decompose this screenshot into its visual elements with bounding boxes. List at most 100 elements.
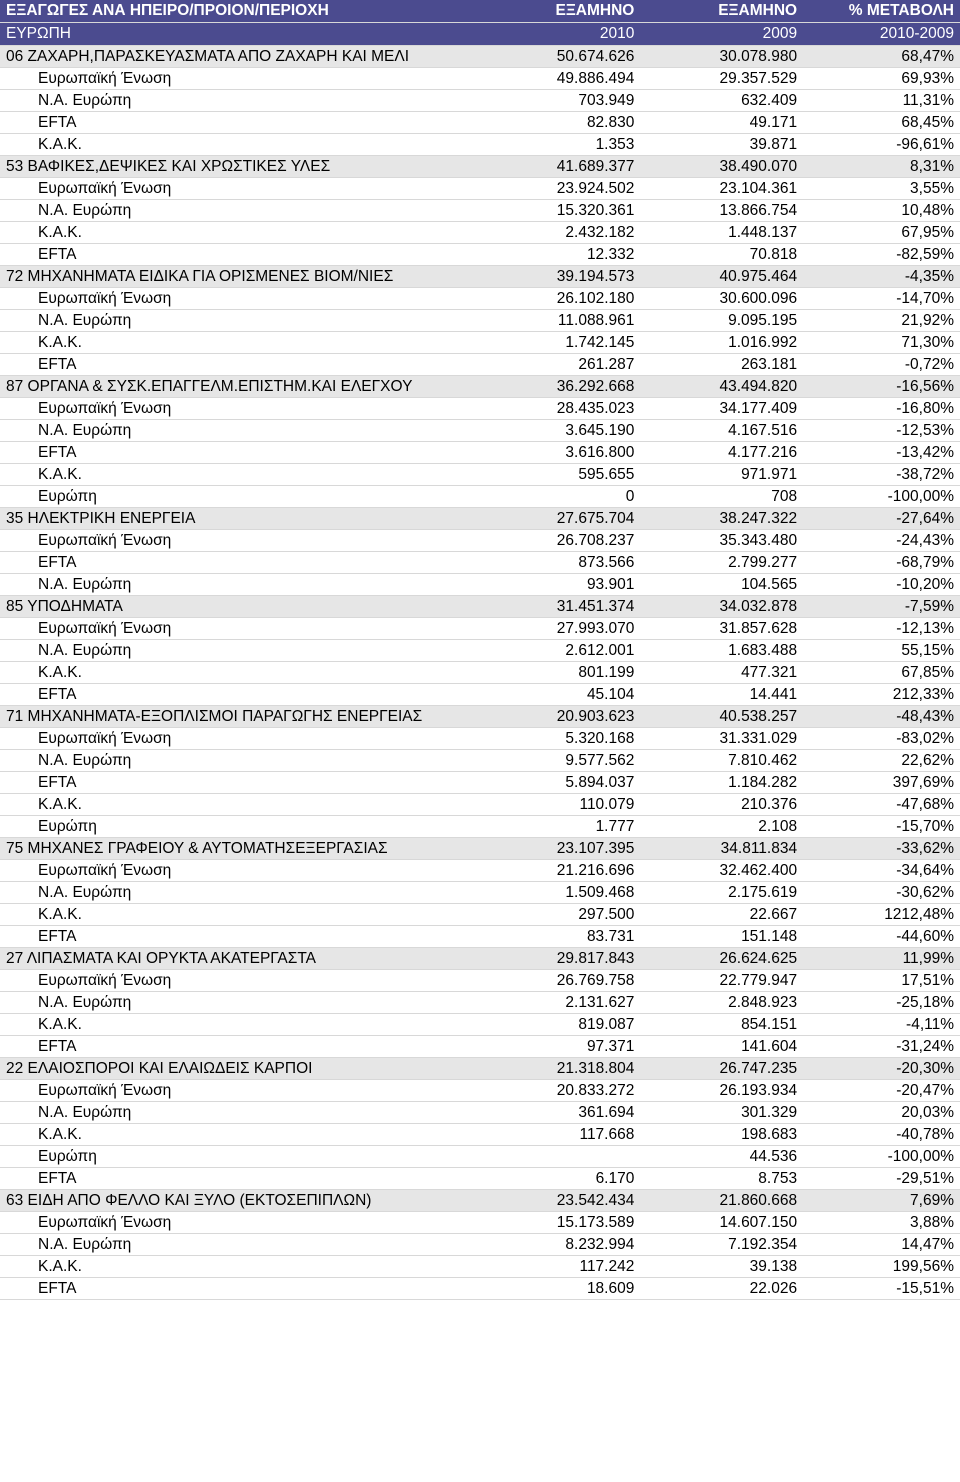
percent-change: 21,92% <box>803 310 960 332</box>
subregion-row: Κ.Α.Κ.117.668198.683-40,78% <box>0 1124 960 1146</box>
value-2010: 2.612.001 <box>478 640 641 662</box>
subregion-label: Ευρωπαϊκή Ένωση <box>0 530 478 552</box>
value-2009: 971.971 <box>640 464 803 486</box>
value-2009: 8.753 <box>640 1168 803 1190</box>
percent-change: 397,69% <box>803 772 960 794</box>
value-2010: 0 <box>478 486 641 508</box>
subregion-label: Κ.Α.Κ. <box>0 222 478 244</box>
percent-change: 11,99% <box>803 948 960 970</box>
percent-change: -100,00% <box>803 1146 960 1168</box>
percent-change: -20,30% <box>803 1058 960 1080</box>
table-header-row: ΕΞΑΓΩΓΕΣ ΑΝΑ ΗΠΕΙΡΟ/ΠΡΟΙΟΝ/ΠΕΡΙΟΧΗΕΞΑΜΗΝ… <box>0 0 960 23</box>
subregion-row: Κ.Α.Κ.1.35339.871-96,61% <box>0 134 960 156</box>
value-2009: 44.536 <box>640 1146 803 1168</box>
value-2009: 26.747.235 <box>640 1058 803 1080</box>
category-label: 06 ΖΑΧΑΡΗ,ΠΑΡΑΣΚΕΥΑΣΜΑΤΑ ΑΠΟ ΖΑΧΑΡΗ ΚΑΙ … <box>0 46 478 68</box>
category-label: 71 ΜΗΧΑΝΗΜΑΤΑ-ΕΞΟΠΛΙΣΜΟΙ ΠΑΡΑΓΩΓΗΣ ΕΝΕΡΓ… <box>0 706 478 728</box>
value-2009: 38.490.070 <box>640 156 803 178</box>
subregion-row: Ευρωπαϊκή Ένωση28.435.02334.177.409-16,8… <box>0 398 960 420</box>
header-col3: % ΜΕΤΑΒΟΛΗ <box>803 0 960 23</box>
subregion-label: Ευρωπαϊκή Ένωση <box>0 1212 478 1234</box>
value-2010: 97.371 <box>478 1036 641 1058</box>
value-2010: 50.674.626 <box>478 46 641 68</box>
subregion-label: EFTA <box>0 1168 478 1190</box>
value-2010: 9.577.562 <box>478 750 641 772</box>
subregion-row: Ευρώπη1.7772.108-15,70% <box>0 816 960 838</box>
subregion-row: Ευρωπαϊκή Ένωση20.833.27226.193.934-20,4… <box>0 1080 960 1102</box>
percent-change: -40,78% <box>803 1124 960 1146</box>
value-2010: 23.924.502 <box>478 178 641 200</box>
percent-change: -31,24% <box>803 1036 960 1058</box>
subregion-label: Ευρώπη <box>0 1146 478 1168</box>
value-2009: 30.078.980 <box>640 46 803 68</box>
value-2009: 29.357.529 <box>640 68 803 90</box>
percent-change: -47,68% <box>803 794 960 816</box>
subregion-label: EFTA <box>0 552 478 574</box>
value-2009: 477.321 <box>640 662 803 684</box>
subregion-row: Κ.Α.Κ.297.50022.6671212,48% <box>0 904 960 926</box>
percent-change: -68,79% <box>803 552 960 574</box>
category-row: 85 ΥΠΟΔΗΜΑΤΑ31.451.37434.032.878-7,59% <box>0 596 960 618</box>
percent-change: 68,45% <box>803 112 960 134</box>
category-row: 22 ΕΛΑΙΟΣΠΟΡΟΙ ΚΑΙ ΕΛΑΙΩΔΕΙΣ ΚΑΡΠΟΙ21.31… <box>0 1058 960 1080</box>
percent-change: 7,69% <box>803 1190 960 1212</box>
value-2010: 29.817.843 <box>478 948 641 970</box>
subregion-label: Ν.Α. Ευρώπη <box>0 90 478 112</box>
percent-change: -29,51% <box>803 1168 960 1190</box>
subregion-row: Ευρωπαϊκή Ένωση23.924.50223.104.3613,55% <box>0 178 960 200</box>
value-2010: 83.731 <box>478 926 641 948</box>
value-2009: 4.177.216 <box>640 442 803 464</box>
category-label: 87 ΟΡΓΑΝΑ & ΣΥΣΚ.ΕΠΑΓΓΕΛΜ.ΕΠΙΣΤΗΜ.ΚΑΙ ΕΛ… <box>0 376 478 398</box>
subregion-label: Ν.Α. Ευρώπη <box>0 750 478 772</box>
value-2009: 632.409 <box>640 90 803 112</box>
value-2009: 1.683.488 <box>640 640 803 662</box>
value-2010: 117.668 <box>478 1124 641 1146</box>
category-row: 72 ΜΗΧΑΝΗΜΑΤΑ ΕΙΔΙΚΑ ΓΙΑ ΟΡΙΣΜΕΝΕΣ ΒΙΟΜ/… <box>0 266 960 288</box>
value-2010: 117.242 <box>478 1256 641 1278</box>
percent-change: -13,42% <box>803 442 960 464</box>
subregion-label: Κ.Α.Κ. <box>0 662 478 684</box>
value-2010: 28.435.023 <box>478 398 641 420</box>
subregion-label: Ευρωπαϊκή Ένωση <box>0 288 478 310</box>
value-2010: 5.320.168 <box>478 728 641 750</box>
value-2009: 13.866.754 <box>640 200 803 222</box>
subregion-label: EFTA <box>0 772 478 794</box>
subregion-label: Ν.Α. Ευρώπη <box>0 420 478 442</box>
value-2009: 26.624.625 <box>640 948 803 970</box>
value-2010: 36.292.668 <box>478 376 641 398</box>
percent-change: 68,47% <box>803 46 960 68</box>
subregion-label: Κ.Α.Κ. <box>0 904 478 926</box>
value-2010: 41.689.377 <box>478 156 641 178</box>
subregion-label: Ευρωπαϊκή Ένωση <box>0 178 478 200</box>
subregion-label: Ν.Α. Ευρώπη <box>0 640 478 662</box>
subregion-row: Ευρώπη0708-100,00% <box>0 486 960 508</box>
subregion-row: Ευρωπαϊκή Ένωση21.216.69632.462.400-34,6… <box>0 860 960 882</box>
category-row: 35 ΗΛΕΚΤΡΙΚΗ ΕΝΕΡΓΕΙΑ27.675.70438.247.32… <box>0 508 960 530</box>
value-2010: 8.232.994 <box>478 1234 641 1256</box>
subregion-row: EFTA97.371141.604-31,24% <box>0 1036 960 1058</box>
value-2010: 26.102.180 <box>478 288 641 310</box>
subregion-row: EFTA12.33270.818-82,59% <box>0 244 960 266</box>
value-2009: 210.376 <box>640 794 803 816</box>
value-2009: 22.779.947 <box>640 970 803 992</box>
value-2009: 2.175.619 <box>640 882 803 904</box>
percent-change: 3,55% <box>803 178 960 200</box>
percent-change: -48,43% <box>803 706 960 728</box>
subregion-label: EFTA <box>0 1278 478 1300</box>
subregion-row: Κ.Α.Κ.117.24239.138199,56% <box>0 1256 960 1278</box>
percent-change: 67,85% <box>803 662 960 684</box>
subregion-label: EFTA <box>0 112 478 134</box>
percent-change: -12,13% <box>803 618 960 640</box>
percent-change: 20,03% <box>803 1102 960 1124</box>
value-2009: 7.810.462 <box>640 750 803 772</box>
percent-change: -96,61% <box>803 134 960 156</box>
subregion-row: Ευρωπαϊκή Ένωση5.320.16831.331.029-83,02… <box>0 728 960 750</box>
value-2009: 34.811.834 <box>640 838 803 860</box>
percent-change: -30,62% <box>803 882 960 904</box>
value-2010: 27.993.070 <box>478 618 641 640</box>
percent-change: -16,80% <box>803 398 960 420</box>
subregion-row: Ν.Α. Ευρώπη1.509.4682.175.619-30,62% <box>0 882 960 904</box>
subregion-row: Ευρωπαϊκή Ένωση26.102.18030.600.096-14,7… <box>0 288 960 310</box>
subregion-row: Ευρωπαϊκή Ένωση15.173.58914.607.1503,88% <box>0 1212 960 1234</box>
subregion-label: EFTA <box>0 926 478 948</box>
